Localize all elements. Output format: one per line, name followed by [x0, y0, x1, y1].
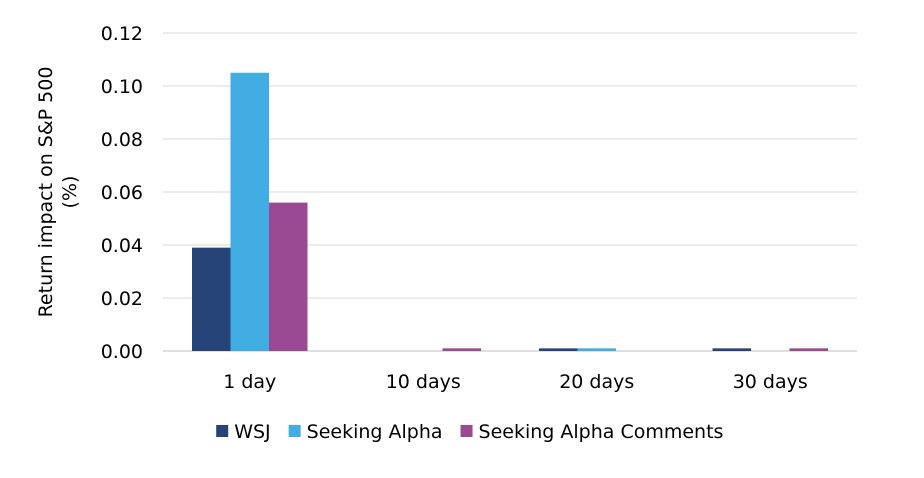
- bar: [230, 72, 269, 351]
- y-tick-label: 0.00: [101, 341, 143, 363]
- legend-label: Seeking Alpha Comments: [479, 421, 724, 443]
- legend-swatch: [216, 425, 229, 437]
- y-axis-ticks: 0.00 0.02 0.04 0.06 0.08 0.10 0.12: [101, 23, 143, 363]
- bar: [192, 247, 231, 351]
- bar: [577, 348, 616, 351]
- y-axis-title-line: Return impact on S&P 500: [35, 67, 57, 318]
- legend-label: WSJ: [234, 421, 270, 443]
- y-axis-title: Return impact on S&P 500 (%): [35, 67, 81, 318]
- x-tick-label: 20 days: [559, 371, 634, 393]
- x-tick-label: 30 days: [733, 371, 808, 393]
- legend-swatch: [460, 425, 473, 437]
- y-tick-label: 0.02: [101, 288, 143, 310]
- y-tick-label: 0.04: [101, 235, 143, 257]
- y-tick-label: 0.08: [101, 129, 143, 151]
- y-tick-label: 0.06: [101, 182, 143, 204]
- y-tick-label: 0.12: [101, 23, 143, 45]
- bar: [712, 348, 751, 351]
- bar: [539, 348, 578, 351]
- bars: [192, 72, 828, 351]
- y-tick-label: 0.10: [101, 76, 143, 98]
- bar: [442, 348, 481, 351]
- x-axis-ticks: 1 day 10 days 20 days 30 days: [223, 371, 808, 393]
- legend-label: Seeking Alpha: [307, 421, 443, 443]
- x-tick-label: 1 day: [223, 371, 276, 393]
- legend-swatch: [288, 425, 301, 437]
- y-axis-title-line: (%): [59, 176, 81, 209]
- x-tick-label: 10 days: [386, 371, 461, 393]
- bar: [269, 202, 308, 351]
- bar: [789, 348, 828, 351]
- legend: WSJ Seeking Alpha Seeking Alpha Comments: [216, 421, 723, 443]
